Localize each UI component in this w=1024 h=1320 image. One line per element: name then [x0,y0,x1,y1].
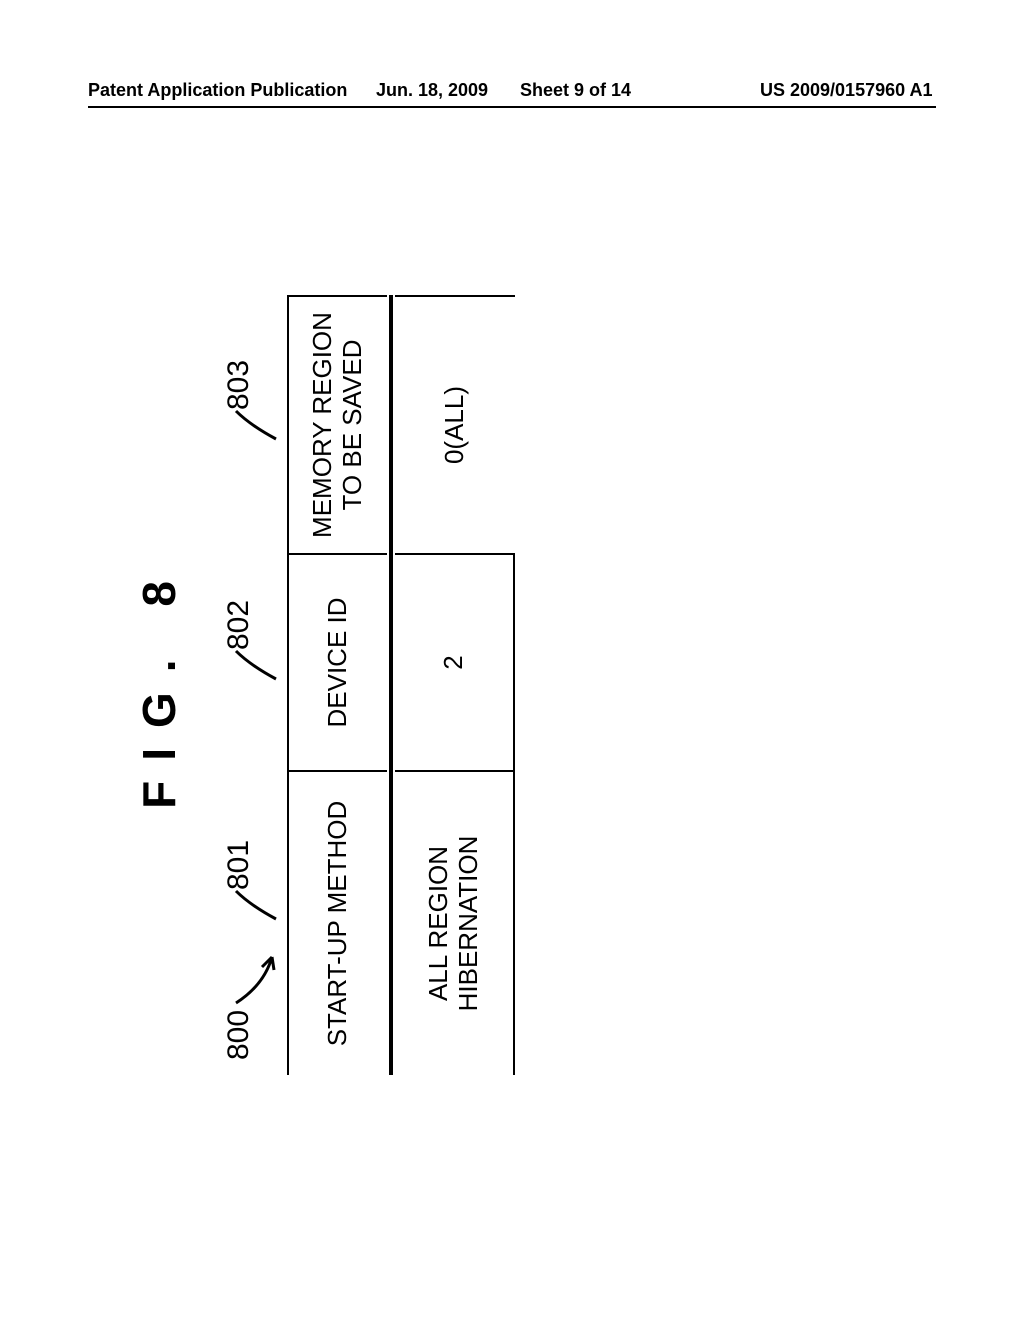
callout-803: 803 [222,360,256,410]
figure-rotated-content: FIG. 8 800 801 802 803 START-UP METHOD [132,235,892,1135]
fig8-table: START-UP METHOD DEVICE ID MEMORY REGION … [287,295,515,1075]
header-sheet: Sheet 9 of 14 [520,80,631,101]
arrow-800-icon [234,945,278,1005]
figure-stage: FIG. 8 800 801 802 803 START-UP METHOD [0,210,1024,1160]
callout-800: 800 [222,1010,256,1060]
cell-region: 0(ALL) [395,295,515,555]
table-row: ALL REGION HIBERNATION 2 0(ALL) [395,295,515,1075]
table-double-separator [389,295,393,1075]
col-header-region: MEMORY REGION TO BE SAVED [287,295,387,555]
callout-row: 800 801 802 803 [222,235,282,1135]
callout-801: 801 [222,840,256,890]
cell-device: 2 [395,555,515,770]
leader-803-icon [232,405,278,445]
figure-title: FIG. 8 [132,235,186,1135]
header-rule [88,106,936,108]
header-left: Patent Application Publication [88,80,347,101]
header-right: US 2009/0157960 A1 [760,80,932,101]
callout-802: 802 [222,600,256,650]
cell-startup: ALL REGION HIBERNATION [395,770,515,1075]
header-date: Jun. 18, 2009 [376,80,488,101]
col-header-device: DEVICE ID [287,555,387,770]
leader-802-icon [232,645,278,685]
table-header-row: START-UP METHOD DEVICE ID MEMORY REGION … [287,295,387,1075]
leader-801-icon [232,885,278,925]
col-header-startup: START-UP METHOD [287,770,387,1075]
